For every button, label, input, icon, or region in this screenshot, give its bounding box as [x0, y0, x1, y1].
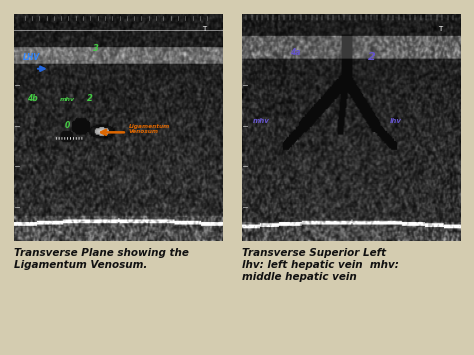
- Text: 4a: 4a: [290, 48, 300, 57]
- Text: T: T: [438, 26, 442, 32]
- Text: mhv: mhv: [253, 118, 270, 124]
- Text: 3: 3: [93, 44, 100, 53]
- Text: lhv: lhv: [390, 118, 402, 124]
- Text: Transverse Plane showing the
Ligamentum Venosum.: Transverse Plane showing the Ligamentum …: [14, 248, 189, 270]
- Text: 0: 0: [64, 121, 70, 130]
- Text: LHV: LHV: [23, 53, 40, 62]
- Text: mhv: mhv: [60, 97, 75, 102]
- Text: Ligamentum
Venosum: Ligamentum Venosum: [129, 124, 170, 134]
- Text: 2: 2: [368, 51, 376, 62]
- Text: T: T: [202, 26, 206, 32]
- Text: Transverse Superior Left
lhv: left hepatic vein  mhv:
middle hepatic vein: Transverse Superior Left lhv: left hepat…: [242, 248, 399, 282]
- Text: 4b: 4b: [27, 93, 37, 103]
- Text: 2: 2: [87, 93, 93, 103]
